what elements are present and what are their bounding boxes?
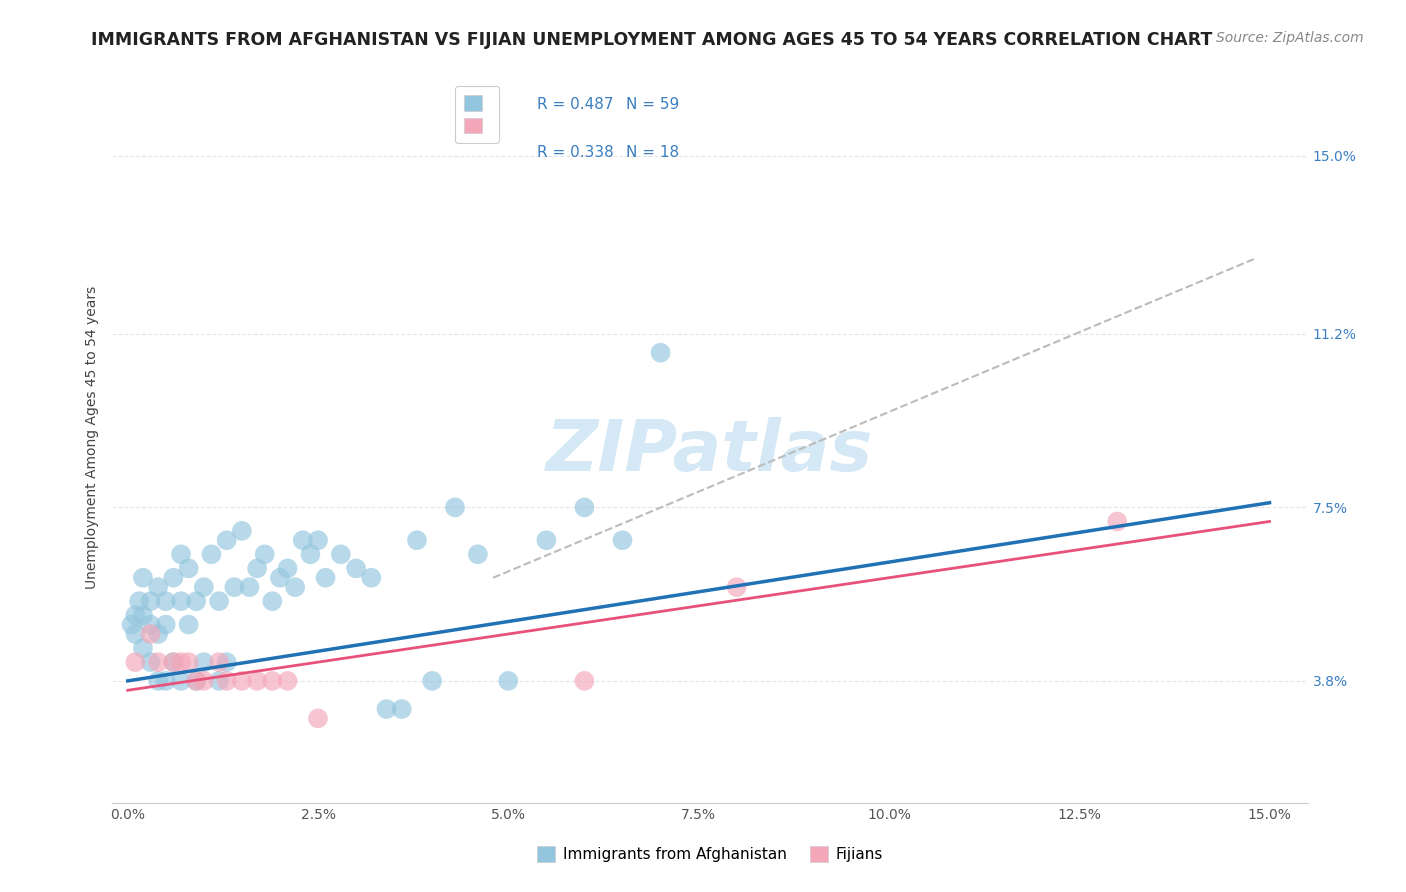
Text: Source: ZipAtlas.com: Source: ZipAtlas.com	[1216, 31, 1364, 45]
Point	[444, 500, 467, 515]
Point	[291, 533, 314, 548]
Point	[307, 533, 329, 548]
Text: R = 0.338: R = 0.338	[537, 145, 613, 160]
Point	[162, 571, 184, 585]
Y-axis label: Unemployment Among Ages 45 to 54 years: Unemployment Among Ages 45 to 54 years	[86, 285, 100, 589]
Point	[284, 580, 307, 594]
Point	[132, 608, 155, 623]
Point	[208, 594, 231, 608]
Point	[215, 533, 238, 548]
Point	[193, 655, 215, 669]
Point	[467, 547, 489, 561]
Point	[650, 345, 672, 359]
Point	[299, 547, 322, 561]
Point	[315, 571, 337, 585]
Point	[132, 641, 155, 656]
Point	[186, 673, 208, 688]
Point	[307, 711, 329, 725]
Point	[420, 673, 443, 688]
Point	[170, 655, 193, 669]
Point	[224, 580, 246, 594]
Point	[155, 673, 177, 688]
Point	[193, 673, 215, 688]
Point	[139, 627, 162, 641]
Point	[124, 608, 146, 623]
Point	[360, 571, 382, 585]
Point	[193, 580, 215, 594]
Point	[375, 702, 398, 716]
Point	[215, 673, 238, 688]
Text: N = 18: N = 18	[627, 145, 679, 160]
Point	[177, 617, 200, 632]
Point	[208, 655, 231, 669]
Point	[146, 655, 169, 669]
Point	[725, 580, 748, 594]
Point	[253, 547, 276, 561]
Point	[277, 561, 299, 575]
Point	[177, 655, 200, 669]
Point	[406, 533, 429, 548]
Legend: Immigrants from Afghanistan, Fijians: Immigrants from Afghanistan, Fijians	[531, 840, 889, 868]
Point	[139, 655, 162, 669]
Point	[246, 561, 269, 575]
Point	[262, 673, 284, 688]
Text: N = 59: N = 59	[627, 97, 679, 112]
Point	[344, 561, 367, 575]
Point	[536, 533, 558, 548]
Point	[277, 673, 299, 688]
Point	[146, 580, 169, 594]
Point	[1107, 515, 1129, 529]
Text: ZIPatlas: ZIPatlas	[547, 417, 873, 486]
Point	[139, 594, 162, 608]
Point	[186, 594, 208, 608]
Point	[170, 547, 193, 561]
Point	[391, 702, 413, 716]
Point	[186, 673, 208, 688]
Point	[208, 673, 231, 688]
Point	[155, 594, 177, 608]
Text: IMMIGRANTS FROM AFGHANISTAN VS FIJIAN UNEMPLOYMENT AMONG AGES 45 TO 54 YEARS COR: IMMIGRANTS FROM AFGHANISTAN VS FIJIAN UN…	[91, 31, 1213, 49]
Point	[612, 533, 634, 548]
Point	[574, 500, 596, 515]
Point	[139, 617, 162, 632]
Point	[132, 571, 155, 585]
Point	[329, 547, 352, 561]
Point	[246, 673, 269, 688]
Point	[124, 655, 146, 669]
Point	[269, 571, 291, 585]
Point	[121, 617, 143, 632]
Point	[231, 524, 253, 538]
Point	[215, 655, 238, 669]
Point	[238, 580, 260, 594]
Point	[170, 594, 193, 608]
Point	[155, 617, 177, 632]
Point	[177, 561, 200, 575]
Point	[162, 655, 184, 669]
Point	[262, 594, 284, 608]
Point	[498, 673, 520, 688]
Point	[200, 547, 222, 561]
Point	[146, 627, 169, 641]
Point	[231, 673, 253, 688]
Point	[146, 673, 169, 688]
Point	[124, 627, 146, 641]
Point	[170, 673, 193, 688]
Point	[574, 673, 596, 688]
Point	[162, 655, 184, 669]
Text: R = 0.487: R = 0.487	[537, 97, 613, 112]
Point	[128, 594, 150, 608]
